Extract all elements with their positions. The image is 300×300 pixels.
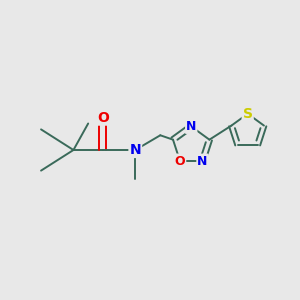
Text: O: O [97, 111, 109, 124]
Text: S: S [243, 107, 253, 121]
Text: N: N [186, 120, 196, 133]
Text: N: N [197, 154, 208, 168]
Text: N: N [130, 143, 141, 157]
Text: O: O [175, 154, 185, 168]
